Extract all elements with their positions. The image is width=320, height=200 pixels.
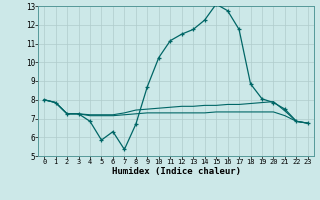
X-axis label: Humidex (Indice chaleur): Humidex (Indice chaleur) (111, 167, 241, 176)
